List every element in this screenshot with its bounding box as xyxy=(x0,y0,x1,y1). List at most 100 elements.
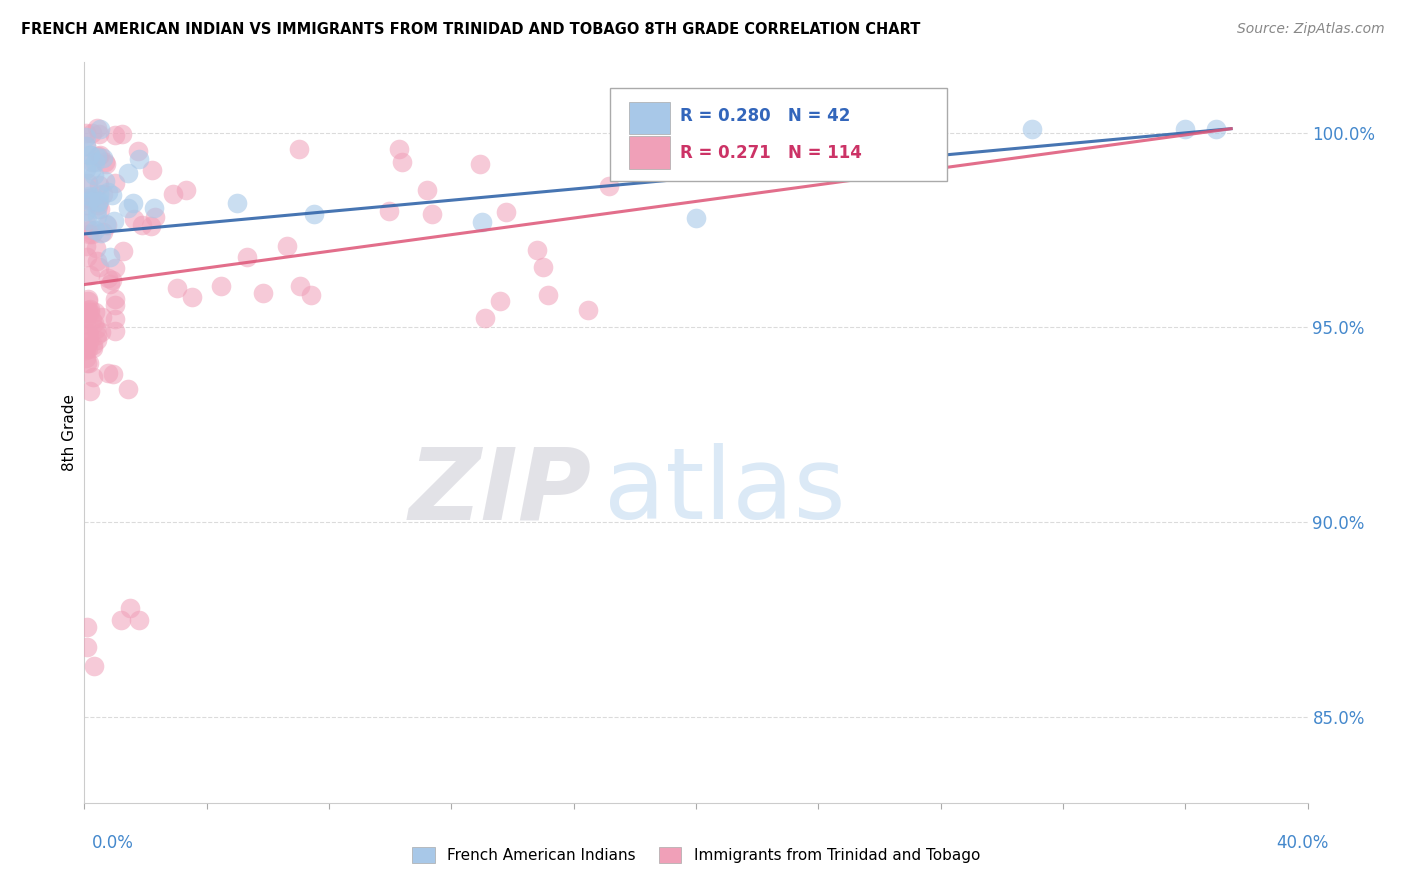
Point xyxy=(76,620,98,634)
Point xyxy=(76,640,98,654)
Text: Source: ZipAtlas.com: Source: ZipAtlas.com xyxy=(1237,22,1385,37)
Point xyxy=(75,215,97,229)
Point xyxy=(75,203,97,218)
Point xyxy=(103,213,125,227)
Point xyxy=(112,244,135,258)
Point xyxy=(75,239,97,253)
Point xyxy=(79,148,101,162)
Point xyxy=(276,239,298,253)
Point xyxy=(84,223,107,237)
Point xyxy=(75,343,97,357)
Point xyxy=(127,145,149,159)
Point xyxy=(76,176,98,190)
Point xyxy=(495,204,517,219)
Point xyxy=(80,313,103,327)
Point xyxy=(103,368,125,382)
Point xyxy=(79,223,101,237)
Point xyxy=(77,305,100,319)
Point xyxy=(79,193,101,207)
Point xyxy=(82,190,104,204)
Point xyxy=(87,194,110,208)
Point xyxy=(166,281,188,295)
Point xyxy=(86,328,108,343)
Point xyxy=(83,168,105,182)
Point xyxy=(76,342,98,356)
Point xyxy=(104,312,127,326)
Point xyxy=(299,288,322,302)
Point xyxy=(468,157,491,171)
Point xyxy=(87,127,110,141)
Point xyxy=(76,356,98,370)
Point xyxy=(77,334,100,348)
Point xyxy=(87,178,110,193)
Point xyxy=(236,250,259,264)
Point xyxy=(685,211,707,226)
Point xyxy=(75,138,97,153)
Point xyxy=(75,310,97,325)
Point xyxy=(75,351,97,366)
Point xyxy=(79,148,101,162)
Point xyxy=(1205,121,1227,136)
Point xyxy=(86,202,108,216)
Point xyxy=(474,310,496,325)
Point xyxy=(76,306,98,320)
Point xyxy=(79,302,101,317)
Point xyxy=(76,292,98,306)
Point xyxy=(77,227,100,242)
Point xyxy=(162,187,184,202)
Point xyxy=(94,155,117,169)
Point xyxy=(87,148,110,162)
Point xyxy=(288,279,311,293)
Point xyxy=(75,126,97,140)
Point xyxy=(252,286,274,301)
Point xyxy=(84,155,107,169)
Point xyxy=(89,202,111,217)
Point xyxy=(82,126,104,140)
FancyBboxPatch shape xyxy=(610,88,946,181)
Point xyxy=(489,293,512,308)
Point xyxy=(87,195,110,210)
Point xyxy=(82,227,104,241)
Point xyxy=(598,179,620,194)
Point xyxy=(422,207,444,221)
Point xyxy=(75,139,97,153)
Point xyxy=(91,225,114,239)
Point xyxy=(75,197,97,211)
Point xyxy=(104,128,127,142)
Text: R = 0.280   N = 42: R = 0.280 N = 42 xyxy=(681,108,851,126)
Point xyxy=(89,122,111,136)
Text: 0.0%: 0.0% xyxy=(91,834,134,852)
Point xyxy=(77,194,100,209)
Point xyxy=(83,305,105,319)
Point xyxy=(141,219,163,234)
Point xyxy=(84,322,107,336)
Point xyxy=(288,142,311,156)
Point xyxy=(111,127,134,141)
Point xyxy=(75,161,97,176)
Point xyxy=(90,227,112,241)
Point xyxy=(97,271,120,285)
Point xyxy=(128,613,150,627)
Point xyxy=(98,277,121,292)
Point xyxy=(91,151,114,165)
Point xyxy=(94,174,117,188)
Point xyxy=(209,279,232,293)
Point xyxy=(174,183,197,197)
Point xyxy=(89,260,111,274)
Point xyxy=(96,218,118,232)
Point xyxy=(97,186,120,200)
Text: 40.0%: 40.0% xyxy=(1277,834,1329,852)
Point xyxy=(82,341,104,355)
Point xyxy=(104,261,127,276)
FancyBboxPatch shape xyxy=(628,102,671,135)
Point xyxy=(104,293,127,307)
Point xyxy=(416,183,439,197)
Point xyxy=(87,198,110,212)
Point xyxy=(576,302,599,317)
Point xyxy=(97,366,120,380)
Point xyxy=(76,294,98,309)
Point xyxy=(75,317,97,331)
Point xyxy=(76,302,98,317)
Y-axis label: 8th Grade: 8th Grade xyxy=(62,394,77,471)
Point xyxy=(131,219,153,233)
